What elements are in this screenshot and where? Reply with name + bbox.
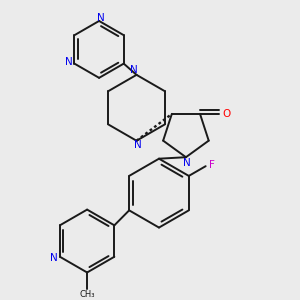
Text: N: N [134,140,142,150]
Text: N: N [65,57,73,67]
Text: N: N [183,158,190,168]
Text: N: N [130,65,137,75]
Text: O: O [222,109,230,119]
Text: CH₃: CH₃ [80,290,95,299]
Text: F: F [209,160,215,170]
Text: N: N [97,13,104,23]
Text: N: N [50,253,58,263]
